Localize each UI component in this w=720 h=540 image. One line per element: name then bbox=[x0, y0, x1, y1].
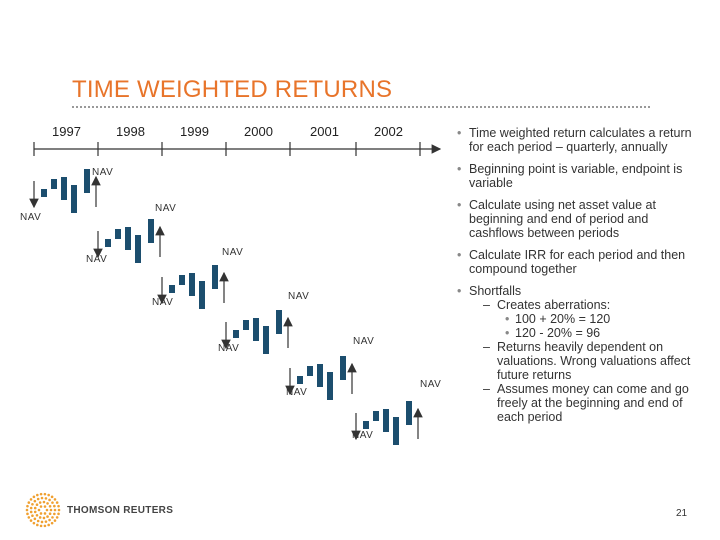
cashflow-bar bbox=[212, 265, 218, 289]
bullet-list: Time weighted return calculates a return… bbox=[455, 126, 705, 424]
nav-label: NAV bbox=[86, 254, 107, 265]
cashflow-bar bbox=[317, 364, 323, 387]
nav-label: NAV bbox=[352, 430, 373, 441]
cashflow-bar bbox=[243, 320, 249, 330]
sub-bullet-item: – Returns heavily dependent on valuation… bbox=[483, 340, 691, 382]
cashflow-bar bbox=[41, 189, 47, 197]
cashflow-bar bbox=[307, 366, 313, 376]
nav-label: NAV bbox=[286, 387, 307, 398]
cashflow-bar bbox=[71, 185, 77, 213]
nav-label: NAV bbox=[155, 203, 176, 214]
bullet-item: Beginning point is variable, endpoint is… bbox=[455, 162, 705, 190]
sub-bullet-text: Returns heavily dependent on valuations.… bbox=[497, 340, 691, 382]
cashflow-bar bbox=[169, 285, 175, 293]
cashflow-bar bbox=[233, 330, 239, 338]
sub-bullet-text: Assumes money can come and go freely at … bbox=[497, 382, 689, 424]
page-number: 21 bbox=[676, 508, 688, 519]
sub-sub-bullet-item: 100 + 20% = 120 bbox=[455, 312, 705, 326]
cashflow-bar bbox=[105, 239, 111, 247]
nav-label: NAV bbox=[288, 291, 309, 302]
cashflow-bar bbox=[327, 372, 333, 400]
nav-label: NAV bbox=[152, 297, 173, 308]
company-logo: THOMSON REUTERS bbox=[25, 492, 173, 528]
nav-label: NAV bbox=[420, 379, 441, 390]
year-label-1998: 1998 bbox=[116, 124, 145, 139]
sub-sub-bullet-item: 120 - 20% = 96 bbox=[455, 326, 705, 340]
cashflow-bar bbox=[61, 177, 67, 200]
cashflow-bar bbox=[263, 326, 269, 354]
nav-label: NAV bbox=[20, 212, 41, 223]
year-label-2002: 2002 bbox=[374, 124, 403, 139]
cashflow-bar bbox=[115, 229, 121, 239]
cashflow-bar bbox=[135, 235, 141, 263]
slide-title: TIME WEIGHTED RETURNS bbox=[72, 76, 393, 103]
cashflow-bar bbox=[253, 318, 259, 341]
cashflow-bar bbox=[189, 273, 195, 296]
cashflow-bar bbox=[373, 411, 379, 421]
cashflow-bar bbox=[148, 219, 154, 243]
cashflow-bar bbox=[179, 275, 185, 285]
nav-label: NAV bbox=[92, 167, 113, 178]
bullet-item: Shortfalls bbox=[455, 284, 705, 298]
cashflow-bar bbox=[383, 409, 389, 432]
cashflow-bar bbox=[125, 227, 131, 250]
sub-bullet-text: Creates aberrations: bbox=[497, 298, 611, 312]
cashflow-bar bbox=[51, 179, 57, 189]
bullet-item: Time weighted return calculates a return… bbox=[455, 126, 705, 154]
nav-label: NAV bbox=[353, 336, 374, 347]
nav-label: NAV bbox=[222, 247, 243, 258]
bullet-item: Calculate using net asset value at begin… bbox=[455, 198, 705, 240]
cashflow-bar bbox=[84, 169, 90, 193]
cashflow-bar bbox=[393, 417, 399, 445]
year-label-2000: 2000 bbox=[244, 124, 273, 139]
cashflow-bar bbox=[199, 281, 205, 309]
cashflow-bar bbox=[406, 401, 412, 425]
sub-bullet-item: – Assumes money can come and go freely a… bbox=[483, 382, 689, 424]
logo-text: THOMSON REUTERS bbox=[67, 504, 174, 516]
bullet-item: Calculate IRR for each period and then c… bbox=[455, 248, 705, 276]
year-label-1999: 1999 bbox=[180, 124, 209, 139]
cashflow-bar bbox=[297, 376, 303, 384]
title-divider bbox=[72, 106, 650, 108]
cashflow-bar bbox=[363, 421, 369, 429]
cashflow-bar bbox=[340, 356, 346, 380]
reuters-dots-icon bbox=[25, 492, 61, 528]
year-label-1997: 1997 bbox=[52, 124, 81, 139]
nav-label: NAV bbox=[218, 343, 239, 354]
cashflow-bar bbox=[276, 310, 282, 334]
sub-bullet-item: – Creates aberrations: bbox=[483, 298, 611, 312]
year-label-2001: 2001 bbox=[310, 124, 339, 139]
